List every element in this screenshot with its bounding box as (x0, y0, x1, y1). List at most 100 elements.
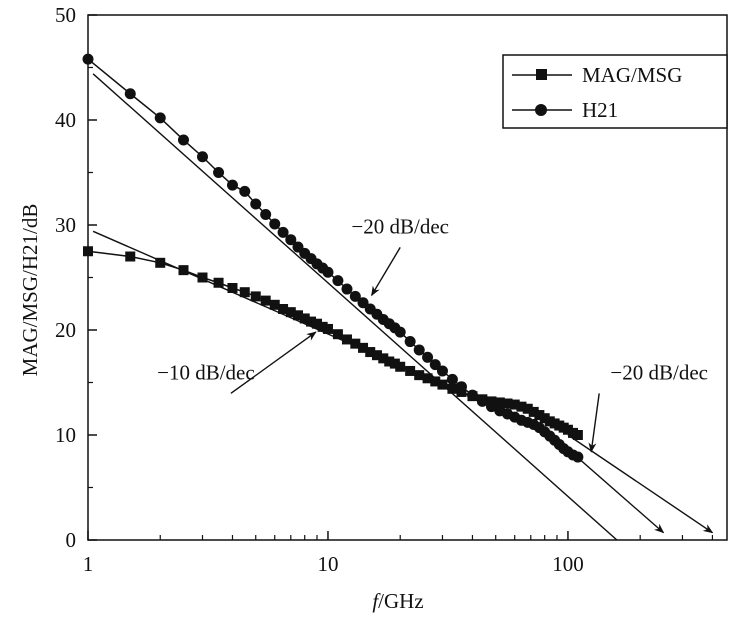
legend-label-h21: H21 (582, 98, 618, 122)
annotation-text: −10 dB/dec (157, 360, 255, 384)
data-point-square (509, 399, 520, 410)
x-tick-label: 100 (552, 552, 584, 576)
y-tick-label: 30 (55, 213, 76, 237)
data-point-circle (177, 134, 189, 146)
data-point-square (155, 257, 166, 268)
annotation-arrow (230, 331, 317, 394)
data-point-square (414, 370, 425, 381)
data-point-square (562, 424, 573, 435)
annotations: −20 dB/dec −10 dB/dec −20 dB/dec (157, 214, 708, 453)
data-point-square (213, 277, 224, 288)
data-point-circle (260, 209, 272, 220)
y-tick-label: 40 (55, 108, 76, 132)
data-point-square (539, 413, 550, 424)
data-point-square (125, 251, 136, 262)
data-point-square (494, 397, 505, 408)
y-tick-label: 0 (66, 528, 77, 552)
data-point-circle (277, 226, 289, 238)
data-point-square (178, 265, 189, 276)
data-point-circle (357, 297, 369, 309)
data-point-circle (226, 179, 238, 191)
x-tick-label: 1 (83, 552, 94, 576)
data-point-square (365, 347, 376, 358)
data-point-square (311, 318, 322, 329)
data-point-square (384, 356, 395, 367)
data-point-circle (341, 283, 353, 295)
data-point-circle (572, 451, 584, 463)
fit-lines (92, 73, 714, 540)
data-point-square (516, 401, 527, 412)
legend-marker-circle (535, 104, 547, 116)
data-series (82, 53, 584, 463)
data-point-square (322, 323, 333, 334)
x-axis-label: f/GHz (372, 589, 423, 613)
data-point-square (534, 410, 545, 421)
data-point-circle (446, 373, 458, 385)
data-point-square (332, 329, 343, 340)
data-point-square (572, 430, 583, 440)
data-point-square (422, 373, 433, 384)
data-point-square (299, 313, 310, 324)
data-point-square (317, 321, 328, 332)
legend: MAG/MSG H21 (502, 54, 728, 129)
y-tick-label: 10 (55, 423, 76, 447)
data-point-circle (349, 290, 361, 302)
data-point-circle (429, 359, 441, 371)
data-point-circle (476, 395, 488, 407)
data-point-square (389, 358, 400, 369)
data-point-square (447, 383, 458, 394)
y-tick-label: 50 (55, 3, 76, 27)
data-point-square (239, 287, 250, 298)
data-point-square (502, 398, 513, 409)
y-tick-label: 20 (55, 318, 76, 342)
fit-line (92, 73, 618, 540)
annotation-text: −20 dB/dec (610, 360, 708, 384)
data-point-square (371, 350, 382, 361)
data-point-square (292, 310, 303, 321)
data-point-square (227, 283, 238, 293)
data-point-circle (436, 365, 448, 377)
data-point-circle (285, 234, 297, 246)
data-point-circle (239, 185, 251, 197)
data-point-square (405, 365, 416, 376)
data-point-square (278, 304, 289, 314)
annotation-arrow (588, 393, 600, 453)
data-point-circle (332, 275, 344, 287)
data-point-square (358, 342, 369, 353)
data-point-circle (269, 218, 281, 230)
data-point-circle (404, 336, 416, 348)
data-point-square (306, 316, 317, 327)
data-point-circle (82, 53, 94, 65)
data-point-circle (154, 112, 166, 124)
data-point-square (269, 299, 280, 310)
data-point-square (378, 353, 389, 364)
data-point-square (528, 406, 539, 417)
data-point-circle (455, 381, 467, 393)
data-point-square (83, 246, 93, 257)
legend-marker-square (536, 69, 547, 80)
data-point-circle (485, 401, 497, 413)
data-point-square (437, 379, 448, 390)
x-axis-label-variable: f (372, 589, 381, 613)
data-point-circle (250, 198, 262, 210)
data-point-circle (422, 351, 434, 363)
fit-line (567, 434, 714, 534)
data-point-square (260, 295, 271, 306)
data-point-square (522, 403, 533, 414)
data-point-circle (322, 266, 334, 278)
data-point-square (341, 334, 352, 345)
y-axis-label: MAG/MSG/H21/dB (18, 204, 42, 377)
annotation-arrow (371, 247, 401, 297)
data-point-circle (213, 167, 225, 178)
data-point-circle (394, 326, 406, 338)
data-point-square (250, 291, 261, 302)
axis-ticks: 0 10 20 30 40 50 1 10 100 (55, 3, 714, 576)
data-point-circle (466, 389, 478, 401)
data-point-circle (413, 344, 425, 356)
data-point-square (430, 376, 441, 387)
data-point-square (395, 361, 406, 372)
annotation-text: −20 dB/dec (351, 214, 449, 238)
data-point-circle (124, 88, 136, 100)
data-point-square (350, 338, 361, 349)
